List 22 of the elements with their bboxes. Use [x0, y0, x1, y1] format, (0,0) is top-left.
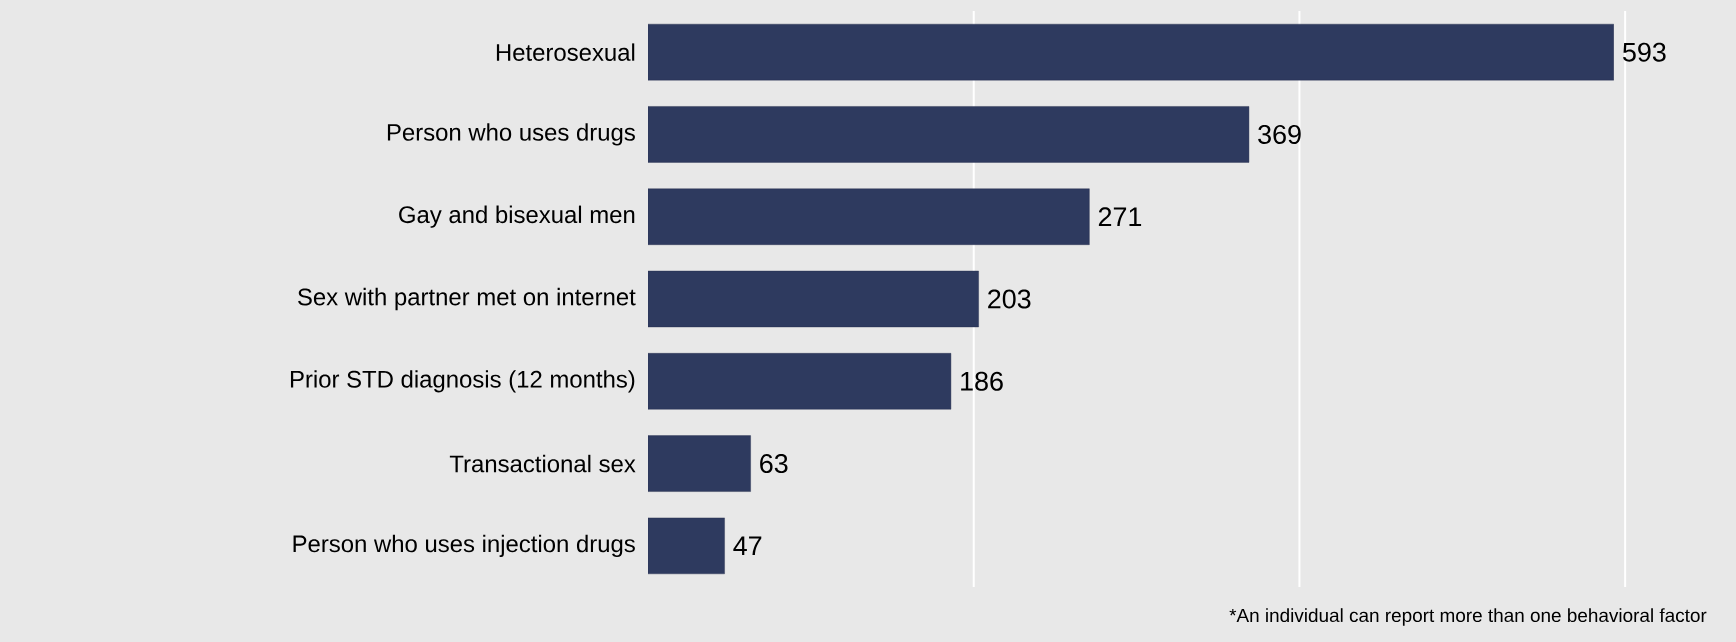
- y-tick-label: Person who uses drugs: [387, 123, 635, 146]
- data-label: 369: [1258, 124, 1301, 144]
- y-tick-label: Person who uses injection drugs: [293, 534, 635, 558]
- data-label: 203: [988, 289, 1031, 309]
- bar: [648, 188, 1090, 245]
- y-tick-label: Heterosexual: [496, 43, 635, 61]
- bar: [648, 517, 725, 575]
- y-tick-label: Prior STD diagnosis (12 months): [290, 370, 635, 393]
- y-tick-label: Gay and bisexual men: [399, 205, 635, 228]
- data-label: 593: [1623, 42, 1666, 62]
- bar: [648, 353, 952, 410]
- data-label: 63: [760, 454, 788, 474]
- bar: [648, 23, 1614, 81]
- data-label: 47: [733, 536, 762, 556]
- text: *An individual can report more than one behavioral factor: [1229, 608, 1707, 626]
- y-tick-label: Transactional sex: [449, 454, 636, 473]
- bar: [648, 435, 751, 492]
- bar: [648, 270, 979, 328]
- y-tick-label: Sex with partner met on internet: [298, 287, 636, 311]
- data-label: 271: [1098, 207, 1142, 227]
- bar: [648, 106, 1250, 163]
- data-label: 186: [961, 371, 1003, 391]
